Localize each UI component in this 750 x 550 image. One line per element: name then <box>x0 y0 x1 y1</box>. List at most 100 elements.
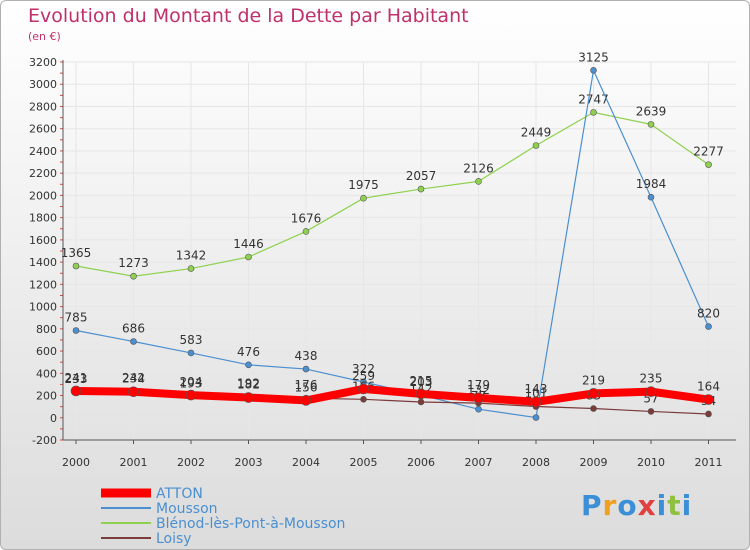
data-point <box>705 161 712 168</box>
data-label: 686 <box>122 321 145 335</box>
legend-item: Loisy <box>101 531 192 547</box>
data-label: 179 <box>467 378 490 392</box>
data-label: 192 <box>237 376 260 390</box>
data-label: 215 <box>410 374 433 388</box>
data-point <box>705 410 712 418</box>
data-label: 143 <box>525 382 548 396</box>
data-label: 785 <box>65 310 88 324</box>
x-tick-label: 2006 <box>407 456 435 469</box>
data-label: 235 <box>640 372 663 386</box>
data-label: 182 <box>237 378 260 392</box>
y-tick-label: 400 <box>36 367 57 380</box>
data-point <box>243 392 254 403</box>
data-point <box>187 265 195 272</box>
data-point <box>187 349 195 357</box>
data-point <box>128 386 139 398</box>
y-tick-label: 0 <box>50 412 57 425</box>
data-label: 583 <box>180 333 203 347</box>
x-tick-label: 2009 <box>580 456 608 469</box>
data-point <box>130 272 137 280</box>
data-label: 176 <box>295 378 318 392</box>
y-tick-label: 200 <box>36 390 57 403</box>
x-tick-label: 2011 <box>695 456 723 469</box>
data-point <box>302 228 310 235</box>
y-tick-label: 2200 <box>29 167 57 180</box>
y-tick-label: 2800 <box>29 100 57 113</box>
data-point <box>417 185 425 193</box>
data-point <box>532 142 540 149</box>
y-tick-label: 2000 <box>29 189 57 202</box>
data-label: 322 <box>352 362 375 376</box>
logo-letter: i <box>656 489 668 522</box>
x-tick-label: 2001 <box>120 456 148 469</box>
data-point <box>302 365 310 373</box>
data-label: 2639 <box>636 104 667 118</box>
data-label: 242 <box>122 371 145 385</box>
series-atton: 241 234 204 182 156 259 215 179 143 219 235 164 <box>65 369 720 408</box>
data-point <box>245 361 252 369</box>
series-line <box>75 111 710 277</box>
data-label: 2449 <box>521 125 552 139</box>
data-label: 476 <box>237 345 260 359</box>
y-tick-label: 2600 <box>29 123 57 136</box>
x-tick-label: 2002 <box>177 456 205 469</box>
x-tick-label: 2004 <box>292 456 320 469</box>
data-point <box>703 394 714 405</box>
data-label: 259 <box>352 369 375 383</box>
data-label: 204 <box>180 375 203 389</box>
data-label: 164 <box>697 380 720 394</box>
series-line <box>72 384 713 406</box>
legend-item: ATTON <box>101 486 203 502</box>
data-point <box>647 408 655 415</box>
x-tick-label: 2007 <box>465 456 493 469</box>
y-tick-label: -200 <box>32 434 57 447</box>
legend-item: Blénod-lès-Pont-à-Mousson <box>101 516 345 532</box>
data-label: 2126 <box>463 161 494 175</box>
data-point <box>245 253 252 261</box>
data-point <box>590 67 597 74</box>
data-point <box>645 386 657 397</box>
data-point <box>185 389 197 401</box>
data-point <box>647 193 655 201</box>
y-tick-label: 2400 <box>29 145 57 158</box>
y-axis: -200 0 200 400 600 800 1000 1200 1400 1600 1800 200… <box>29 56 64 447</box>
data-label: 203 <box>410 375 433 389</box>
data-point <box>70 385 82 397</box>
legend: ATTONMoussonBlénod-lès-Pont-à-MoussonLoi… <box>101 486 345 547</box>
data-point <box>530 396 542 408</box>
data-label: 438 <box>295 349 318 363</box>
data-label: 3125 <box>578 50 609 64</box>
y-tick-label: 600 <box>36 345 57 358</box>
data-point <box>475 405 482 413</box>
data-point <box>130 338 137 345</box>
data-label: 1975 <box>348 178 379 192</box>
data-point <box>415 388 427 400</box>
logo-letter: o <box>617 489 638 522</box>
data-point <box>360 194 367 202</box>
y-tick-label: 1000 <box>29 301 57 314</box>
data-label: 156 <box>295 380 318 394</box>
logo-letter: x <box>637 489 657 522</box>
x-tick-label: 2003 <box>235 456 263 469</box>
y-tick-label: 1400 <box>29 256 57 269</box>
data-label: 1676 <box>291 211 322 225</box>
logo-letter: i <box>681 489 693 522</box>
chart-title: Evolution du Montant de la Dette par Hab… <box>28 5 469 27</box>
series-line <box>75 69 710 419</box>
data-point <box>705 323 712 330</box>
data-label: 1365 <box>61 246 92 260</box>
logo-letter: P <box>581 489 603 522</box>
data-point <box>588 388 599 399</box>
logo-letter: r <box>602 489 618 522</box>
legend-label: Mousson <box>156 501 218 517</box>
x-tick-label: 2010 <box>637 456 665 469</box>
x-axis: 2000 2001 2002 2003 2004 2005 2006 2007 2008 2009… <box>62 439 736 469</box>
data-label: 1342 <box>176 249 207 263</box>
y-tick-label: 3200 <box>29 56 57 69</box>
data-point <box>647 121 655 128</box>
data-point <box>417 398 425 406</box>
gridlines <box>63 61 736 441</box>
x-tick-label: 2005 <box>350 456 378 469</box>
